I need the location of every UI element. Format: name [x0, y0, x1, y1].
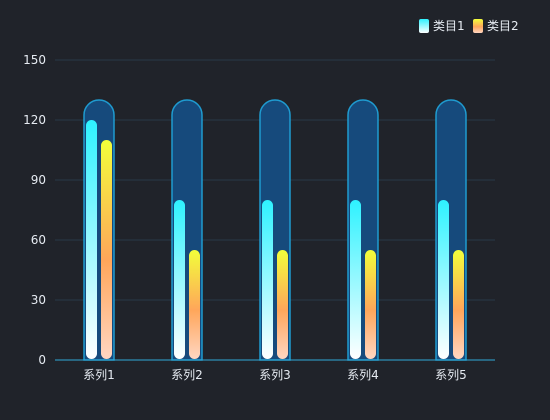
bar-类目1 — [86, 120, 97, 359]
x-tick-label: 系列5 — [435, 368, 467, 382]
y-tick-label: 30 — [31, 293, 46, 307]
bars — [86, 120, 464, 359]
legend-label[interactable]: 类目2 — [487, 19, 519, 33]
x-tick-label: 系列4 — [347, 368, 379, 382]
y-tick-label: 90 — [31, 173, 46, 187]
y-axis: 0 30 60 90 120 150 — [23, 53, 46, 367]
legend-swatch[interactable] — [473, 19, 483, 33]
x-tick-label: 系列2 — [171, 368, 203, 382]
bar-类目2 — [277, 250, 288, 359]
bar-类目1 — [262, 200, 273, 359]
x-tick-label: 系列3 — [259, 368, 291, 382]
legend-label[interactable]: 类目1 — [433, 19, 465, 33]
bar-类目2 — [189, 250, 200, 359]
legend: 类目1 类目2 — [419, 19, 519, 33]
bar-类目1 — [438, 200, 449, 359]
x-tick-label: 系列1 — [83, 368, 115, 382]
x-axis: 系列1 系列2 系列3 系列4 系列5 — [55, 359, 495, 382]
y-tick-label: 150 — [23, 53, 46, 67]
bar-类目1 — [174, 200, 185, 359]
bar-类目1 — [350, 200, 361, 359]
y-tick-label: 120 — [23, 113, 46, 127]
y-tick-label: 0 — [38, 353, 46, 367]
bar-类目2 — [453, 250, 464, 359]
bar-类目2 — [101, 140, 112, 359]
background-capsules — [83, 99, 467, 361]
bar-类目2 — [365, 250, 376, 359]
legend-swatch[interactable] — [419, 19, 429, 33]
y-tick-label: 60 — [31, 233, 46, 247]
